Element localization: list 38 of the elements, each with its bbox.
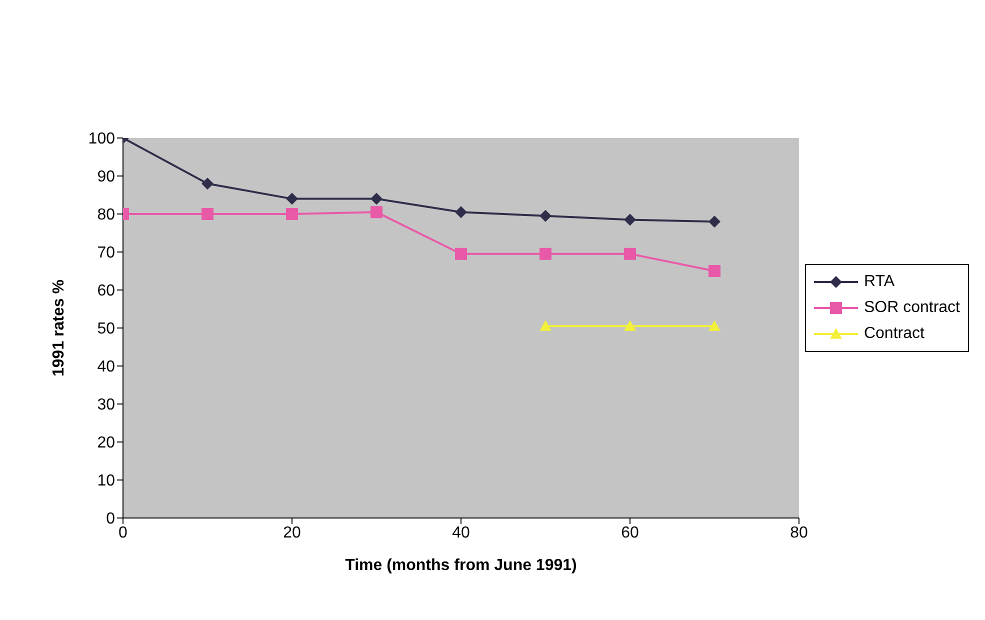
point — [539, 248, 552, 260]
point — [454, 248, 467, 260]
point — [539, 210, 552, 222]
y-axis-title: 1991 rates % — [50, 280, 68, 376]
point — [624, 320, 636, 331]
y-tick-label: 40 — [97, 358, 116, 376]
point — [201, 178, 214, 190]
y-tick-label: 20 — [97, 434, 116, 452]
y-tick-label: 100 — [88, 130, 116, 148]
point — [708, 265, 720, 277]
y-tick-label: 70 — [97, 244, 116, 262]
y-tick-label: 10 — [97, 472, 116, 490]
x-axis-title: Time (months from June 1991) — [345, 557, 577, 574]
point — [624, 248, 636, 260]
y-tick-label: 50 — [97, 320, 116, 338]
point — [708, 216, 720, 228]
y-tick-label: 80 — [97, 206, 116, 224]
x-tick-label: 60 — [621, 524, 639, 542]
point — [286, 208, 298, 220]
point — [286, 192, 298, 205]
x-tick-label: 0 — [118, 524, 128, 542]
x-tick-label: 20 — [283, 524, 301, 542]
point — [708, 320, 720, 331]
point — [201, 208, 214, 220]
x-tick-label: 80 — [790, 524, 808, 542]
y-tick-label: 30 — [97, 396, 116, 414]
point — [454, 206, 467, 218]
point — [370, 192, 382, 205]
point — [624, 214, 636, 226]
point — [370, 206, 382, 218]
x-tick-label: 40 — [452, 524, 470, 542]
legend-label: Contract — [864, 324, 924, 344]
point — [539, 320, 552, 331]
y-tick-label: 0 — [106, 510, 116, 528]
legend-label: RTA — [864, 272, 894, 292]
legend-label: SOR contract — [864, 298, 960, 318]
y-tick-label: 90 — [97, 168, 116, 186]
y-tick-label: 60 — [97, 282, 116, 300]
